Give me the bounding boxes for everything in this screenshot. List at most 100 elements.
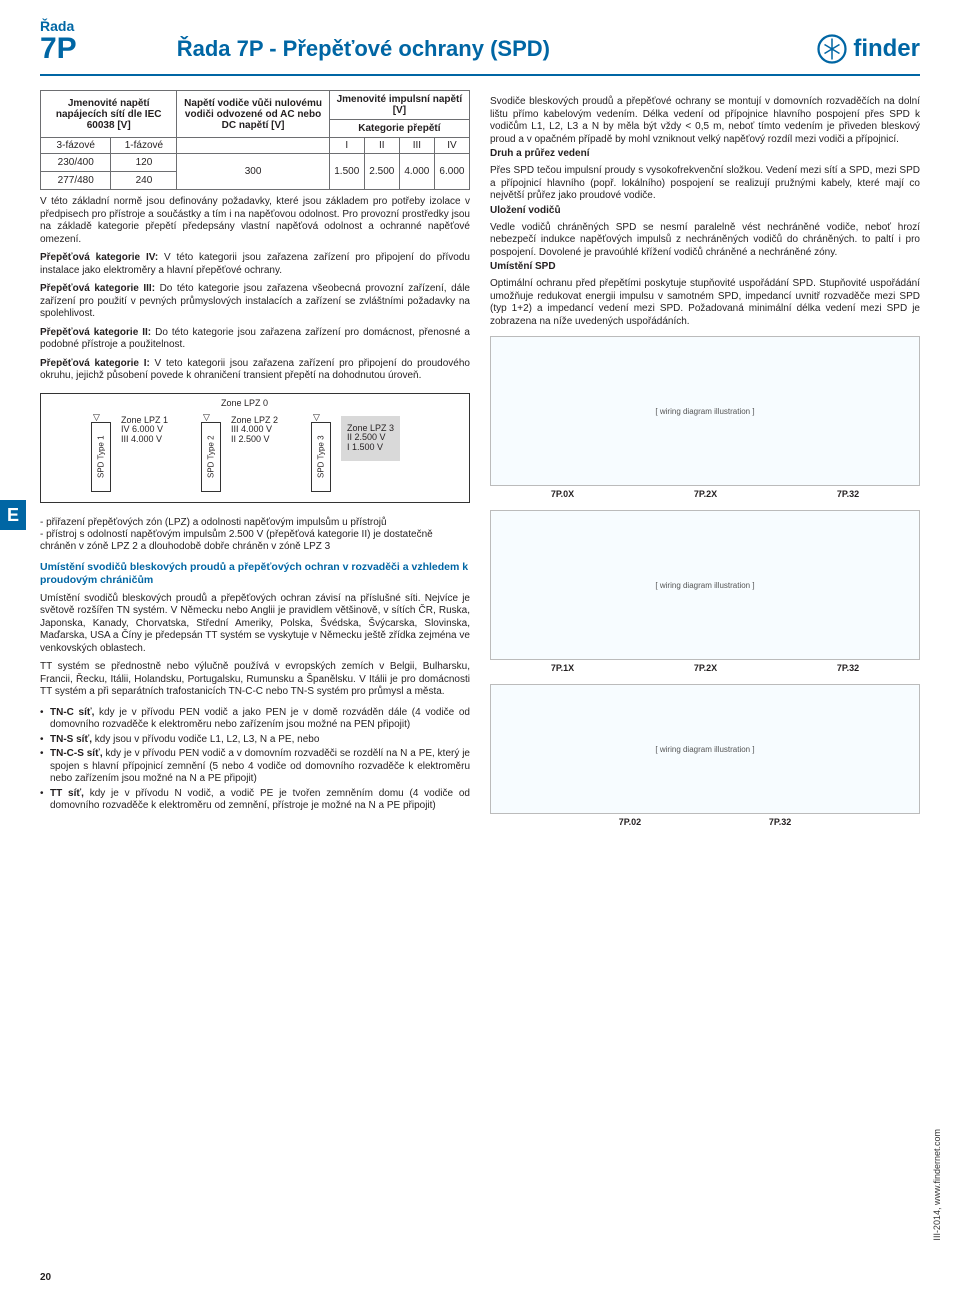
spd-type-3: SPD Type 3 [311, 422, 331, 492]
lbl-7p32: 7P.32 [837, 489, 859, 499]
page-date-url: III-2014, www.findernet.com [932, 1129, 942, 1241]
right-intro: Svodiče bleskových proudů a přepěťové oc… [490, 96, 920, 146]
network-type-list: TN-C síť, kdy je v přívodu PEN vodič a j… [40, 707, 470, 813]
circuit-diagram-3: [ wiring diagram illustration ] 7P.02 7P… [490, 684, 920, 814]
right-p3: Optimální ochranu před přepětími poskytu… [490, 278, 920, 328]
b1-bold: TN-C síť, [50, 707, 94, 718]
b4-text: kdy je v přívodu N vodič, a vodič PE je … [50, 788, 470, 812]
b2-text: kdy jsou v přívodu vodiče L1, L2, L3, N … [92, 734, 319, 745]
z1c: III 4.000 V [121, 435, 168, 445]
r2c2: 240 [111, 172, 177, 190]
cat2-bold: Přepěťová kategorie II: [40, 327, 151, 338]
v2: 2.500 [364, 154, 399, 190]
placement-p1: Umístění svodičů bleskových proudů a pře… [40, 593, 470, 656]
finder-logo-icon [817, 34, 847, 64]
zone-block-1: Zone LPZ 1 IV 6.000 V III 4.000 V [121, 416, 168, 446]
tri-1: ▽ [93, 412, 100, 423]
v1: 1.500 [329, 154, 364, 190]
section-placement-title: Umístění svodičů bleskových proudů a pře… [40, 561, 470, 587]
cat-3: III [399, 138, 434, 154]
left-column: Jmenovité napětí napájecích sítí dle IEC… [40, 90, 470, 815]
note-2: - přístroj s odolností napěťovým impulsů… [40, 529, 470, 553]
sub-3f: 3-fázové [41, 138, 111, 154]
brand-name: finder [853, 35, 920, 63]
lbl-7p32-b: 7P.32 [837, 663, 859, 673]
zone-block-2: Zone LPZ 2 III 4.000 V II 2.500 V [231, 416, 278, 446]
para-cat3: Přepěťová kategorie III: Do této kategor… [40, 283, 470, 321]
circuit-placeholder-text: [ wiring diagram illustration ] [655, 581, 754, 590]
circuit-1-labels: 7P.0X 7P.2X 7P.32 [491, 489, 919, 499]
right-column: Svodiče bleskových proudů a přepěťové oc… [490, 90, 920, 815]
page-number: 20 [40, 1272, 51, 1283]
circuit-diagram-1: [ wiring diagram illustration ] 7P.0X 7P… [490, 336, 920, 486]
sub-blank [177, 138, 329, 154]
lbl-7p2x: 7P.2X [694, 489, 717, 499]
zone-lpz0: Zone LPZ 0 [221, 398, 268, 408]
v4: 6.000 [434, 154, 469, 190]
cat3-bold: Přepěťová kategorie III: [40, 283, 155, 294]
z3c: I 1.500 V [347, 443, 394, 453]
circuit-diagram-2: [ wiring diagram illustration ] 7P.1X 7P… [490, 510, 920, 660]
sub-1f: 1-fázové [111, 138, 177, 154]
lbl-7p32-c: 7P.32 [769, 817, 791, 827]
cat1-bold: Přepěťová kategorie I: [40, 358, 150, 369]
list-item: TN-S síť, kdy jsou v přívodu vodiče L1, … [40, 734, 470, 747]
b3-bold: TN-C-S síť, [50, 748, 103, 759]
zone-footnotes: - přiřazení přepěťových zón (LPZ) a odol… [40, 517, 470, 553]
right-p2: Vedle vodičů chráněných SPD se nesmí par… [490, 222, 920, 260]
cat-4: IV [434, 138, 469, 154]
note-1: - přiřazení přepěťových zón (LPZ) a odol… [40, 517, 470, 529]
para-intro: V této základní normě jsou definovány po… [40, 196, 470, 246]
lbl-7p1x: 7P.1X [551, 663, 574, 673]
list-item: TT síť, kdy je v přívodu N vodič, a vodi… [40, 788, 470, 813]
circuit-placeholder-text: [ wiring diagram illustration ] [655, 745, 754, 754]
cat-1: I [329, 138, 364, 154]
r1c1: 230/400 [41, 154, 111, 172]
b3-text: kdy je v přívodu PEN vodič a v domovním … [50, 748, 470, 784]
th-col3-sub: Kategorie přepětí [330, 120, 469, 137]
para-cat2: Přepěťová kategorie II: Do této kategori… [40, 327, 470, 352]
th-col3: Jmenovité impulsní napětí [V] Kategorie … [329, 91, 469, 138]
placement-p2: TT systém se přednostně nebo výlučně pou… [40, 661, 470, 699]
head-routing: Uložení vodičů [490, 205, 920, 216]
page-title: Řada 7P - Přepěťové ochrany (SPD) [77, 36, 818, 64]
series-block: Řada 7P [40, 18, 77, 64]
series-code: 7P [40, 34, 77, 64]
list-item: TN-C síť, kdy je v přívodu PEN vodič a j… [40, 707, 470, 732]
lbl-7p02: 7P.02 [619, 817, 641, 827]
r2c1: 277/480 [41, 172, 111, 190]
right-p1: Přes SPD tečou impulsní proudy s vysokof… [490, 165, 920, 203]
circuit-2-labels: 7P.1X 7P.2X 7P.32 [491, 663, 919, 673]
tri-2: ▽ [203, 412, 210, 423]
lbl-7p2x-b: 7P.2X [694, 663, 717, 673]
list-item: TN-C-S síť, kdy je v přívodu PEN vodič a… [40, 748, 470, 786]
head-placement-spd: Umístění SPD [490, 261, 920, 272]
tri-3: ▽ [313, 412, 320, 423]
head-cross-section: Druh a průřez vedení [490, 148, 920, 159]
lpz-zone-diagram: Zone LPZ 0 ▽ ▽ ▽ SPD Type 1 SPD Type 2 S… [40, 393, 470, 503]
spd-type-2: SPD Type 2 [201, 422, 221, 492]
cat4-bold: Přepěťová kategorie IV: [40, 252, 158, 263]
page-header: Řada 7P Řada 7P - Přepěťové ochrany (SPD… [0, 0, 960, 74]
b2-bold: TN-S síť, [50, 734, 92, 745]
brand-logo: finder [817, 34, 920, 64]
spd-type-1: SPD Type 1 [91, 422, 111, 492]
para-cat1: Přepěťová kategorie I: V teto kategorii … [40, 358, 470, 383]
voltage-category-table: Jmenovité napětí napájecích sítí dle IEC… [40, 90, 470, 190]
th-col3-top: Jmenovité impulsní napětí [V] [330, 91, 469, 120]
b1-text: kdy je v přívodu PEN vodič a jako PEN je… [50, 707, 470, 731]
cat-2: II [364, 138, 399, 154]
circuit-placeholder-text: [ wiring diagram illustration ] [655, 407, 754, 416]
lbl-7p0x: 7P.0X [551, 489, 574, 499]
th-col2: Napětí vodiče vůči nulovému vodiči odvoz… [177, 91, 329, 138]
r1c2: 120 [111, 154, 177, 172]
zone-block-3: Zone LPZ 3 II 2.500 V I 1.500 V [341, 416, 400, 462]
section-tab-e: E [0, 500, 26, 530]
circuit-3-labels: 7P.02 7P.32 [491, 817, 919, 827]
z2c: II 2.500 V [231, 435, 278, 445]
th-col1: Jmenovité napětí napájecích sítí dle IEC… [41, 91, 177, 138]
v3: 4.000 [399, 154, 434, 190]
para-cat4: Přepěťová kategorie IV: V této kategorii… [40, 252, 470, 277]
v-mid: 300 [177, 154, 329, 190]
b4-bold: TT síť, [50, 788, 84, 799]
